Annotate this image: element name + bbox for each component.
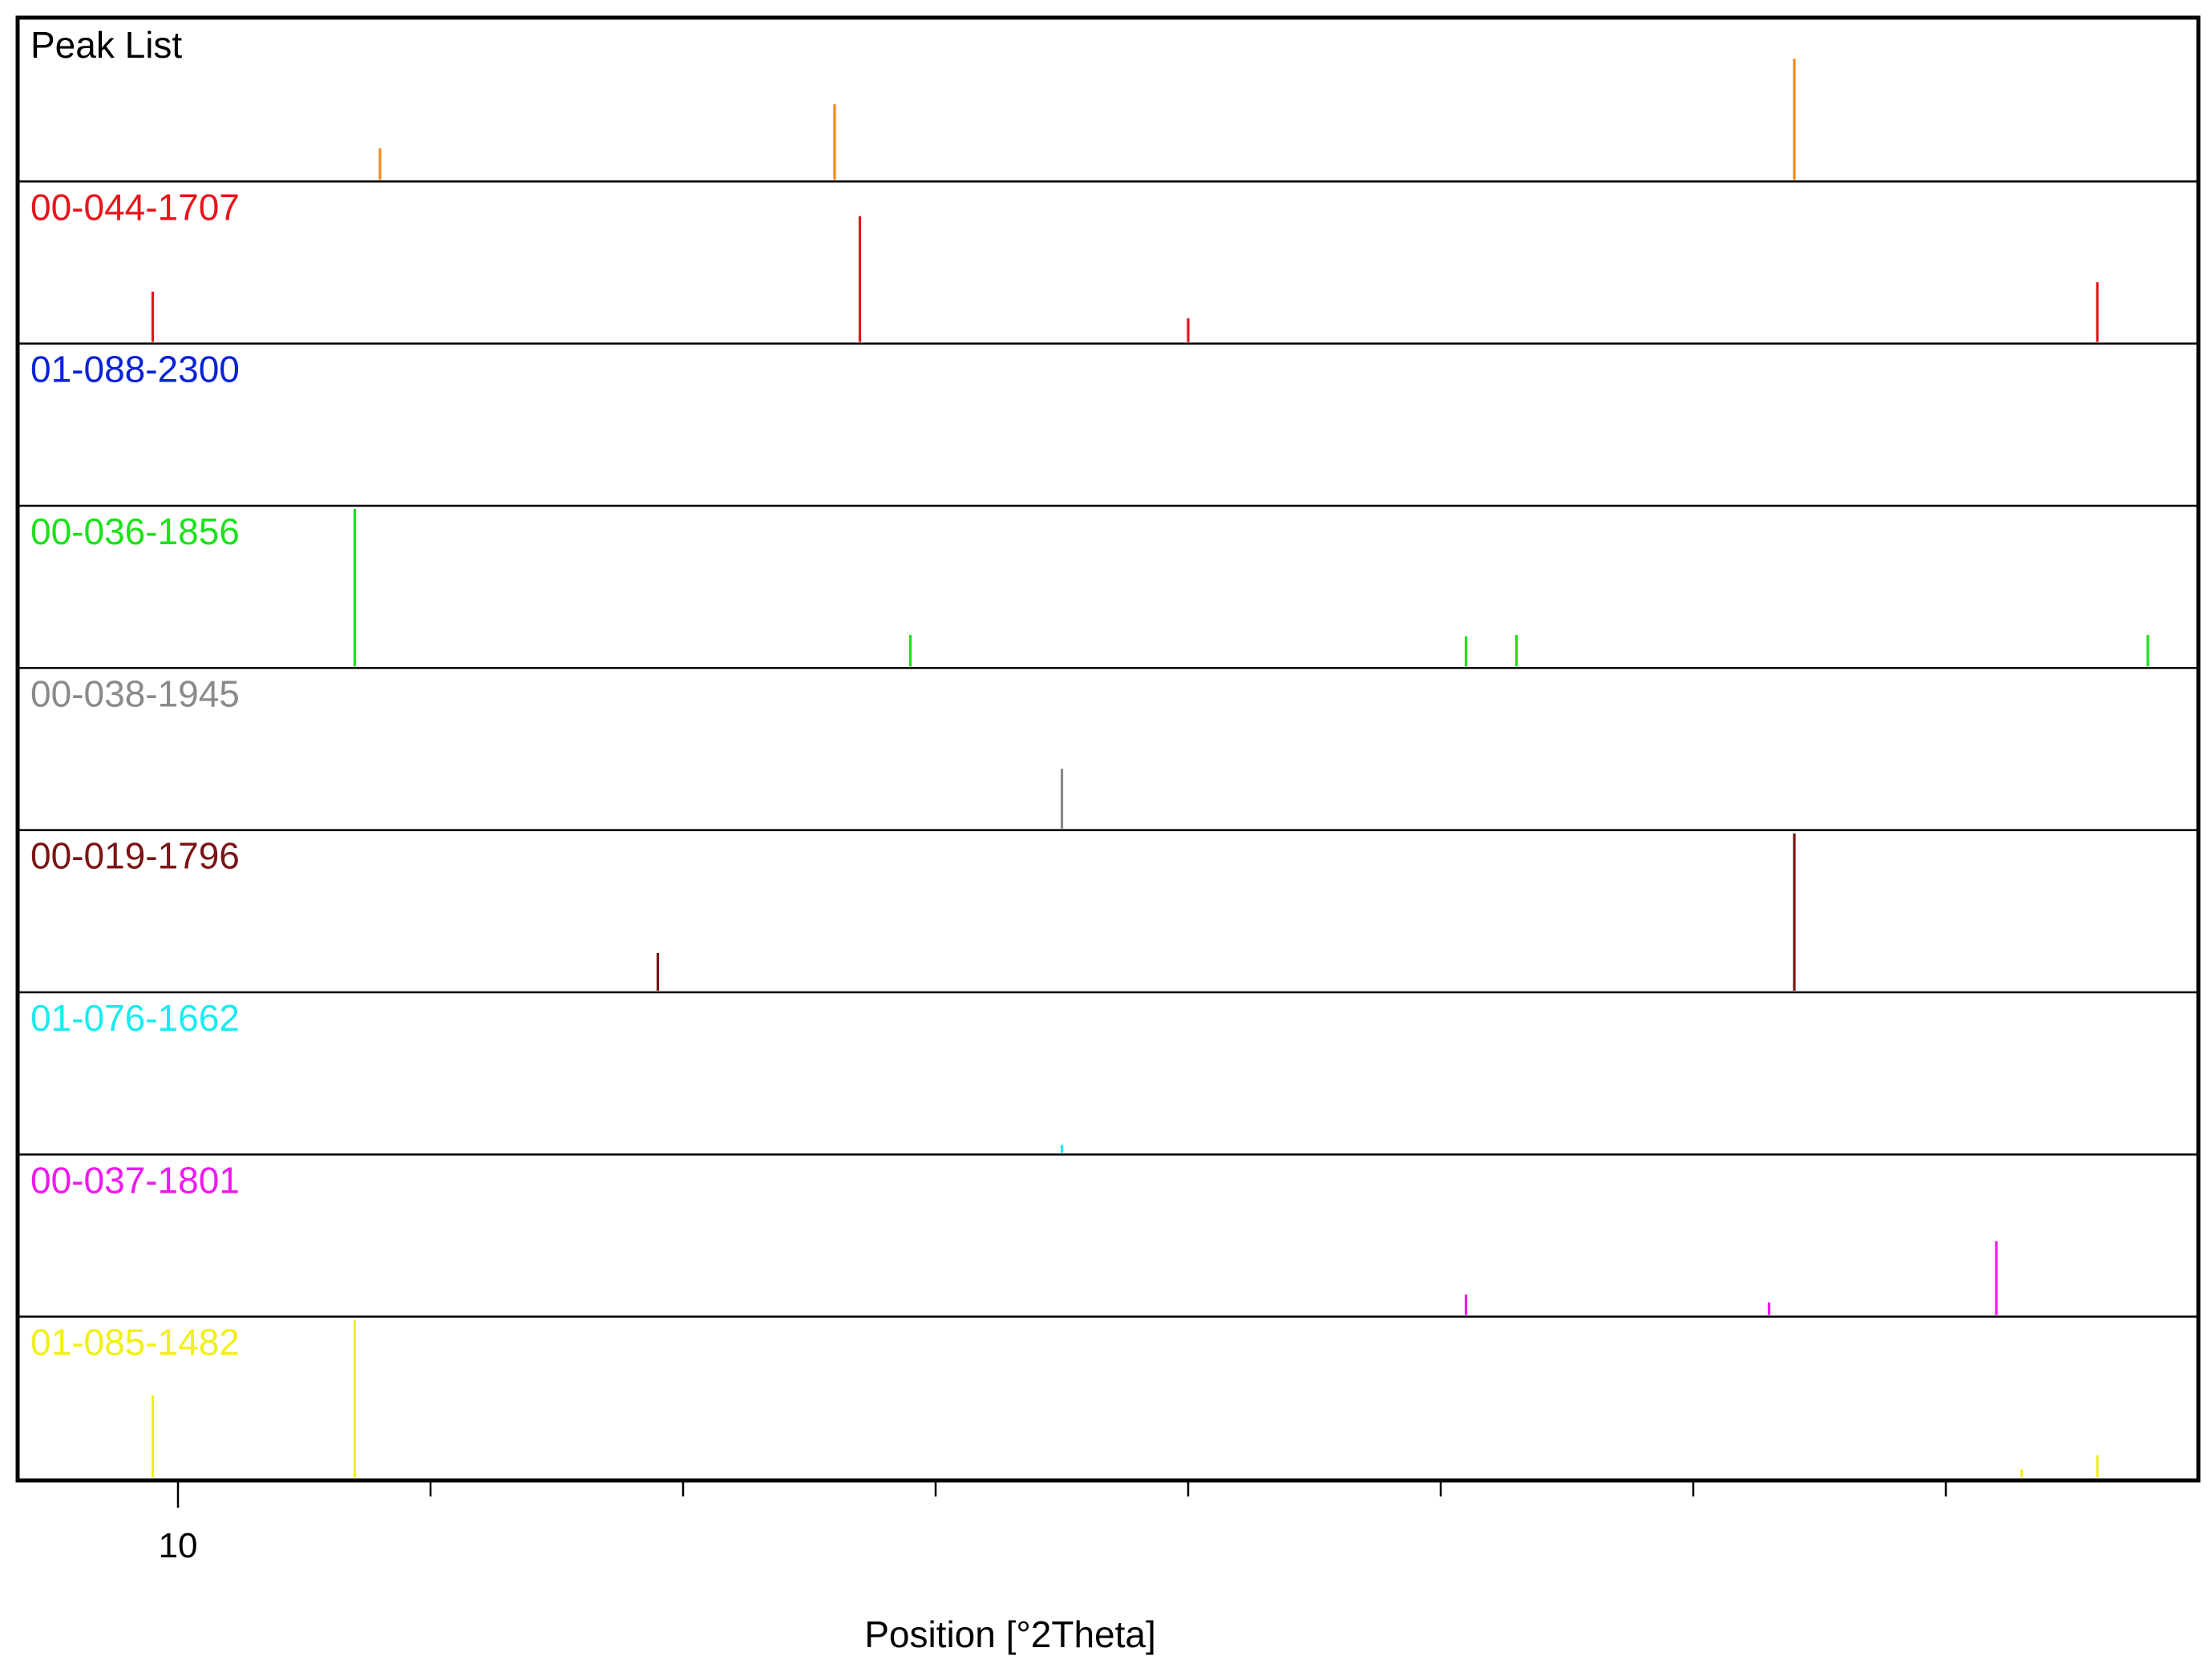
panel-label: 00-044-1707 <box>30 186 240 228</box>
panel-01-085-1482: 01-085-1482 <box>30 1319 2099 1477</box>
panel-label: 00-036-1856 <box>30 511 240 552</box>
panel-label: 00-019-1796 <box>30 835 240 877</box>
panel-00-019-1796: 00-019-1796 <box>18 833 2198 994</box>
panel-00-037-1801: 00-037-1801 <box>18 1159 2198 1318</box>
plot-frame <box>15 15 2201 1483</box>
panel-label: 01-085-1482 <box>30 1322 240 1363</box>
panel-01-076-1662: 01-076-1662 <box>18 997 2198 1156</box>
panel-label: 00-037-1801 <box>30 1159 240 1201</box>
pattern-panels: Peak List 00-044-1707 01-088-2300 00-036-18… <box>18 24 2198 1477</box>
panel-peak-list: Peak List <box>18 24 2198 183</box>
panel-label: 01-088-2300 <box>30 349 240 390</box>
panel-label: Peak List <box>30 24 182 66</box>
x-tick-label: 10 <box>159 1526 198 1565</box>
x-axis: 1020304050607080 <box>159 1480 1947 1565</box>
panel-label: 01-076-1662 <box>30 997 240 1039</box>
x-axis-title: Position [°2Theta] <box>864 1613 1156 1655</box>
panel-00-038-1945: 00-038-1945 <box>18 672 2198 831</box>
panel-01-088-2300: 01-088-2300 <box>18 349 2198 507</box>
panel-00-044-1707: 00-044-1707 <box>18 186 2198 345</box>
panel-00-036-1856: 00-036-1856 <box>18 509 2198 669</box>
panel-label: 00-038-1945 <box>30 672 240 714</box>
